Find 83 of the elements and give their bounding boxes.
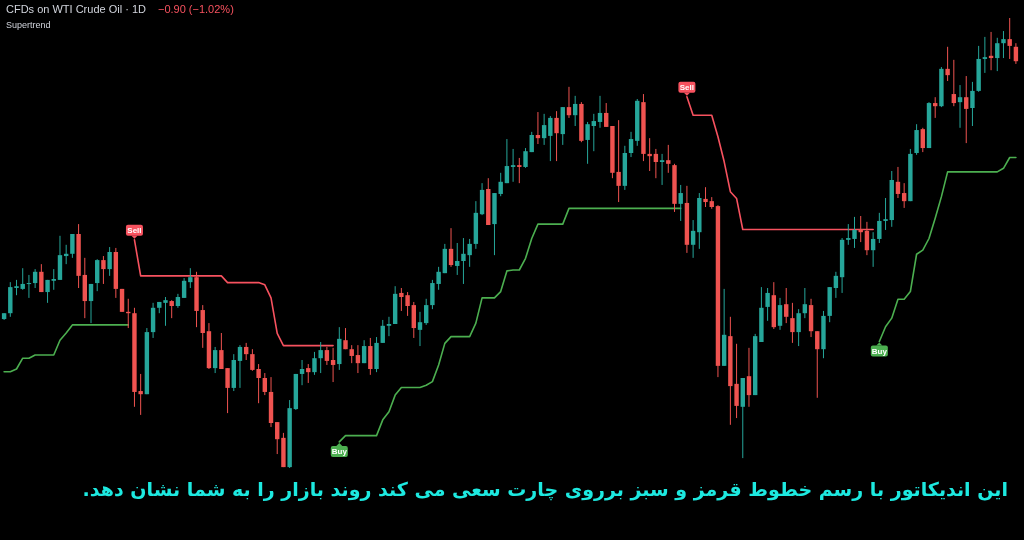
candlestick — [386, 316, 392, 337]
candlestick — [548, 115, 553, 162]
candlestick — [957, 84, 963, 129]
text: این اندیکاتور با رسم خطوط قرمز و سبز برروی چارت سعی می کند روند بازار را به شما نشان دهد. — [82, 478, 1008, 500]
candlestick — [647, 137, 652, 172]
candlestick — [815, 330, 820, 399]
candlestick — [554, 110, 559, 162]
candlestick — [51, 268, 56, 291]
candlestick — [26, 274, 32, 299]
candlestick — [1001, 30, 1006, 59]
candlestick — [200, 304, 205, 349]
candlestick — [964, 75, 969, 144]
candlestick — [659, 153, 665, 186]
candlestick — [411, 301, 416, 339]
candlestick — [70, 233, 75, 259]
candlestick — [299, 359, 305, 386]
candlestick — [746, 347, 752, 408]
candlestick — [95, 258, 100, 292]
candlestick — [877, 212, 882, 244]
candlestick — [330, 347, 336, 383]
candlestick — [666, 144, 671, 174]
candlestick — [883, 197, 888, 231]
candlestick — [970, 81, 975, 127]
signal-label: Sell — [678, 81, 696, 96]
signal-label: Buy — [870, 342, 888, 357]
candlestick — [237, 344, 243, 389]
candlestick — [920, 127, 925, 153]
candlestick — [945, 46, 950, 82]
candlestick — [833, 271, 839, 299]
annotation: Buy — [331, 447, 348, 457]
candlestick — [591, 113, 596, 152]
candlestick — [39, 263, 44, 293]
candlestick — [424, 298, 429, 326]
candlestick — [101, 255, 106, 285]
candlestick — [262, 372, 268, 396]
candlestick — [802, 287, 808, 319]
candlestick — [790, 302, 795, 344]
candlestick — [784, 287, 789, 324]
candlestick — [504, 138, 510, 184]
candlestick — [914, 123, 919, 156]
candlestick — [703, 186, 708, 208]
candlestick — [368, 337, 373, 376]
candlestick — [690, 219, 696, 259]
candlestick — [541, 113, 547, 146]
candlestick — [765, 287, 770, 322]
signal-label: Buy — [330, 442, 348, 457]
candlestick — [895, 166, 901, 199]
candlestick — [523, 147, 528, 169]
candlestick — [585, 121, 590, 165]
candlestick — [1007, 17, 1012, 60]
candlestick — [275, 421, 280, 455]
candlestick — [517, 157, 522, 184]
annotation: Supertrend — [6, 20, 51, 30]
candlestick — [188, 267, 193, 289]
candlestick — [678, 184, 683, 222]
candlestick — [20, 267, 25, 291]
candlestick — [448, 227, 454, 268]
candlestick — [510, 148, 516, 183]
candlestick — [597, 95, 603, 129]
candlestick — [107, 246, 112, 277]
candlestick — [181, 277, 187, 299]
candlestick — [572, 95, 578, 127]
candlestick — [846, 223, 851, 246]
candlestick — [995, 37, 1000, 72]
candlestick — [380, 319, 385, 344]
annotation: Buy — [871, 346, 888, 356]
candlestick — [604, 102, 609, 128]
text: −0.90 (−1.02%) — [157, 3, 234, 15]
candlestick — [312, 351, 317, 376]
candlestick — [951, 59, 957, 107]
chart-title: CFDs on WTI Crude Oil · 1D — [6, 3, 146, 15]
candlestick — [88, 283, 94, 324]
candlestick — [163, 296, 168, 327]
candlestick — [417, 311, 423, 347]
candlestick — [852, 216, 857, 249]
candlestick — [318, 341, 323, 374]
candlestick — [796, 308, 801, 347]
candlestick — [628, 131, 634, 158]
candlestick — [455, 242, 460, 276]
candlestick — [777, 297, 783, 331]
candlestick — [982, 36, 988, 74]
candlestick — [212, 346, 218, 374]
signal-label: Sell — [125, 224, 143, 239]
